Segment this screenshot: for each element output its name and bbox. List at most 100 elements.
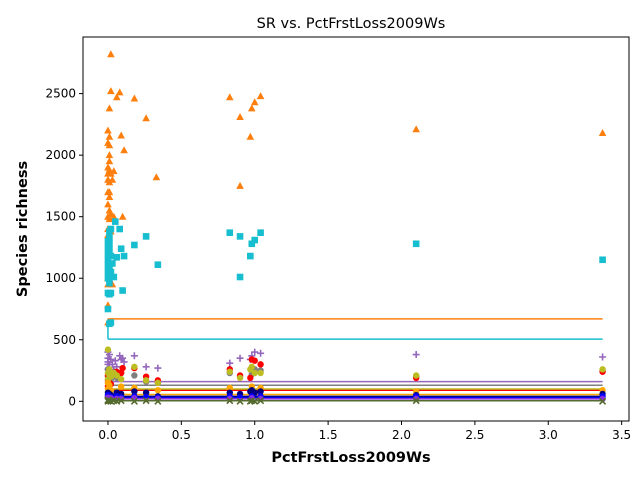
data-point bbox=[142, 363, 150, 371]
data-point bbox=[105, 193, 114, 200]
data-point bbox=[118, 212, 127, 220]
x-tick-label: 0.5 bbox=[172, 428, 191, 442]
data-point bbox=[131, 372, 138, 379]
data-point bbox=[250, 98, 259, 106]
plot-frame bbox=[82, 36, 630, 422]
data-point bbox=[111, 357, 119, 365]
data-point bbox=[116, 225, 123, 233]
data-point bbox=[257, 229, 264, 236]
data-point bbox=[131, 388, 138, 395]
data-point bbox=[248, 240, 256, 248]
data-point bbox=[105, 104, 114, 112]
data-point bbox=[107, 289, 115, 297]
y-axis-label: Species richness bbox=[15, 161, 31, 297]
y-axis: 0 500 1000 1500 2000 2500 bbox=[45, 87, 83, 408]
x-tick-label: 2.5 bbox=[465, 428, 484, 442]
data-point bbox=[117, 131, 125, 139]
x-tick-label: 1.5 bbox=[319, 428, 338, 442]
data-point bbox=[107, 87, 115, 95]
data-point bbox=[251, 369, 258, 377]
data-point bbox=[117, 383, 125, 390]
data-point bbox=[257, 361, 264, 368]
data-point bbox=[236, 233, 244, 240]
data-point bbox=[110, 273, 118, 281]
data-point bbox=[257, 388, 264, 395]
data-point bbox=[106, 246, 113, 254]
x-tick-label: 3.5 bbox=[612, 428, 631, 442]
data-point bbox=[107, 252, 115, 260]
data-point bbox=[106, 272, 113, 280]
data-point bbox=[226, 368, 233, 375]
data-point bbox=[248, 363, 255, 371]
data-point bbox=[251, 236, 259, 244]
data-point bbox=[108, 360, 116, 368]
data-point bbox=[106, 279, 113, 287]
x-axis: 0.0 0.5 1.0 1.5 2.0 2.5 3.0 3.5 bbox=[98, 421, 631, 442]
data-point bbox=[226, 229, 234, 236]
x-axis-label: PctFrstLoss2009Ws bbox=[271, 450, 430, 466]
data-point bbox=[120, 358, 128, 366]
data-point bbox=[236, 113, 244, 120]
data-point bbox=[247, 252, 254, 260]
data-point bbox=[108, 175, 117, 183]
data-point bbox=[105, 151, 114, 159]
data-point bbox=[106, 240, 113, 248]
data-point bbox=[251, 348, 259, 356]
x-tick-label: 3.0 bbox=[539, 428, 558, 442]
data-point bbox=[107, 319, 115, 326]
series-10 bbox=[104, 396, 607, 405]
data-point bbox=[117, 245, 125, 252]
data-point bbox=[236, 181, 244, 189]
data-point bbox=[105, 141, 114, 149]
series-5 bbox=[104, 346, 606, 390]
data-point bbox=[109, 260, 116, 267]
data-point bbox=[113, 254, 121, 261]
data-point bbox=[154, 397, 162, 405]
data-point bbox=[226, 397, 234, 405]
data-point bbox=[226, 384, 233, 391]
data-point bbox=[104, 256, 112, 264]
data-point bbox=[236, 397, 244, 405]
data-point bbox=[236, 354, 244, 362]
y-tick-label: 0 bbox=[68, 394, 76, 408]
x-tick-label: 1.0 bbox=[245, 428, 264, 442]
data-point bbox=[142, 377, 150, 384]
data-point bbox=[599, 397, 607, 405]
data-point bbox=[142, 114, 150, 122]
data-point bbox=[251, 397, 259, 405]
y-tick-label: 2000 bbox=[45, 148, 76, 162]
data-point bbox=[412, 240, 420, 248]
y-tick-label: 1500 bbox=[45, 210, 76, 224]
data-point bbox=[246, 132, 255, 140]
data-point bbox=[110, 212, 118, 220]
data-point bbox=[119, 287, 126, 294]
data-point bbox=[225, 93, 234, 101]
data-point bbox=[110, 167, 118, 175]
data-point bbox=[105, 132, 114, 140]
data-point bbox=[142, 397, 150, 405]
data-point bbox=[104, 126, 112, 134]
data-point bbox=[599, 353, 607, 361]
data-point bbox=[115, 88, 124, 96]
data-point bbox=[154, 364, 162, 372]
data-point bbox=[119, 354, 127, 362]
data-point bbox=[257, 349, 265, 357]
data-point bbox=[107, 225, 115, 233]
data-point bbox=[226, 359, 234, 367]
data-point bbox=[120, 146, 128, 154]
data-point bbox=[599, 256, 606, 264]
data-point bbox=[112, 93, 121, 101]
data-point bbox=[154, 387, 162, 394]
chart-marks bbox=[104, 50, 607, 405]
y-tick-label: 500 bbox=[53, 333, 76, 347]
data-point bbox=[131, 363, 138, 371]
data-point bbox=[117, 397, 125, 405]
data-point bbox=[130, 94, 139, 102]
data-point bbox=[105, 188, 114, 196]
data-point bbox=[599, 366, 606, 373]
data-point bbox=[120, 252, 128, 260]
data-point bbox=[119, 364, 126, 372]
data-point bbox=[257, 397, 265, 405]
